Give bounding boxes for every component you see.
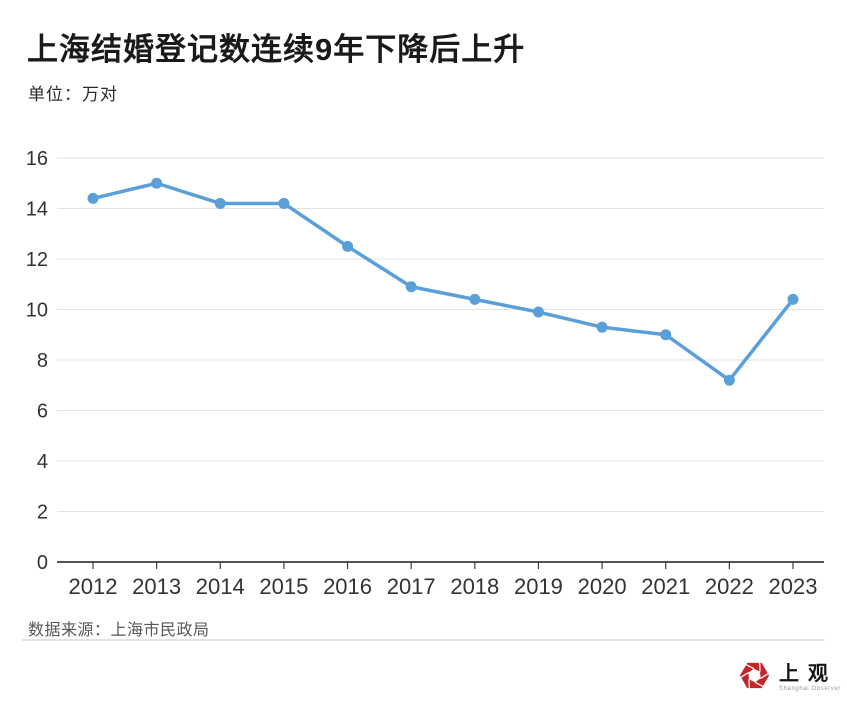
y-axis-tick-label: 8: [37, 350, 48, 372]
x-axis-tick-label: 2022: [705, 574, 754, 599]
data-point-2014: [214, 197, 226, 209]
x-axis-tick-label: 2023: [769, 574, 818, 599]
x-axis-tick-label: 2019: [514, 574, 563, 599]
data-point-2021: [660, 329, 672, 341]
data-point-2018: [469, 293, 481, 305]
data-point-2012: [87, 192, 99, 204]
logo-name-en: Shanghai Observer: [779, 686, 841, 692]
data-point-2015: [278, 197, 290, 209]
chart-title: 上海结婚登记数连续9年下降后上升: [27, 32, 526, 67]
data-source-label: 数据来源：上海市民政局: [28, 622, 210, 639]
data-point-2016: [342, 240, 354, 252]
x-axis-tick-label: 2013: [132, 574, 181, 599]
marriage-registrations-line-chart: 0 2 4 6 8 10 12 14 16 2012 2013 2014 2015 2016 2017 201…: [26, 148, 824, 599]
data-point-2022: [723, 374, 735, 386]
x-axis-tick-label: 2020: [578, 574, 627, 599]
data-point-2019: [532, 306, 544, 318]
data-point-2013: [151, 177, 163, 189]
unit-label: 单位：万对: [28, 85, 118, 104]
x-axis-tick-label: 2012: [69, 574, 118, 599]
data-point-2023: [787, 293, 799, 305]
y-axis-tick-label: 12: [26, 249, 48, 271]
y-axis-tick-label: 14: [26, 199, 48, 221]
y-axis-tick-label: 10: [26, 300, 48, 322]
x-axis-tick-label: 2014: [196, 574, 245, 599]
x-axis-tick-label: 2021: [641, 574, 690, 599]
logo-wordmark: 上观 Shanghai Observer: [779, 660, 841, 692]
y-axis-tick-label: 6: [37, 401, 48, 423]
y-axis-tick-label: 2: [37, 502, 48, 524]
data-point-2020: [596, 321, 608, 333]
x-axis-tick-label: 2018: [450, 574, 499, 599]
data-point-2017: [405, 281, 417, 293]
y-axis-tick-label: 16: [26, 148, 48, 170]
footer-divider: [22, 639, 825, 641]
x-axis-tick-label: 2015: [259, 574, 308, 599]
logo-name-cn: 上观: [779, 663, 837, 685]
y-axis-tick-label: 0: [37, 552, 48, 574]
publisher-logo: 上观 Shanghai Observer: [739, 660, 841, 692]
y-axis-tick-label: 4: [37, 451, 48, 473]
data-line: [91, 181, 795, 382]
shanghai-observer-aperture-icon: [739, 661, 770, 690]
x-axis-tick-label: 2017: [387, 574, 436, 599]
x-axis-tick-label: 2016: [323, 574, 372, 599]
